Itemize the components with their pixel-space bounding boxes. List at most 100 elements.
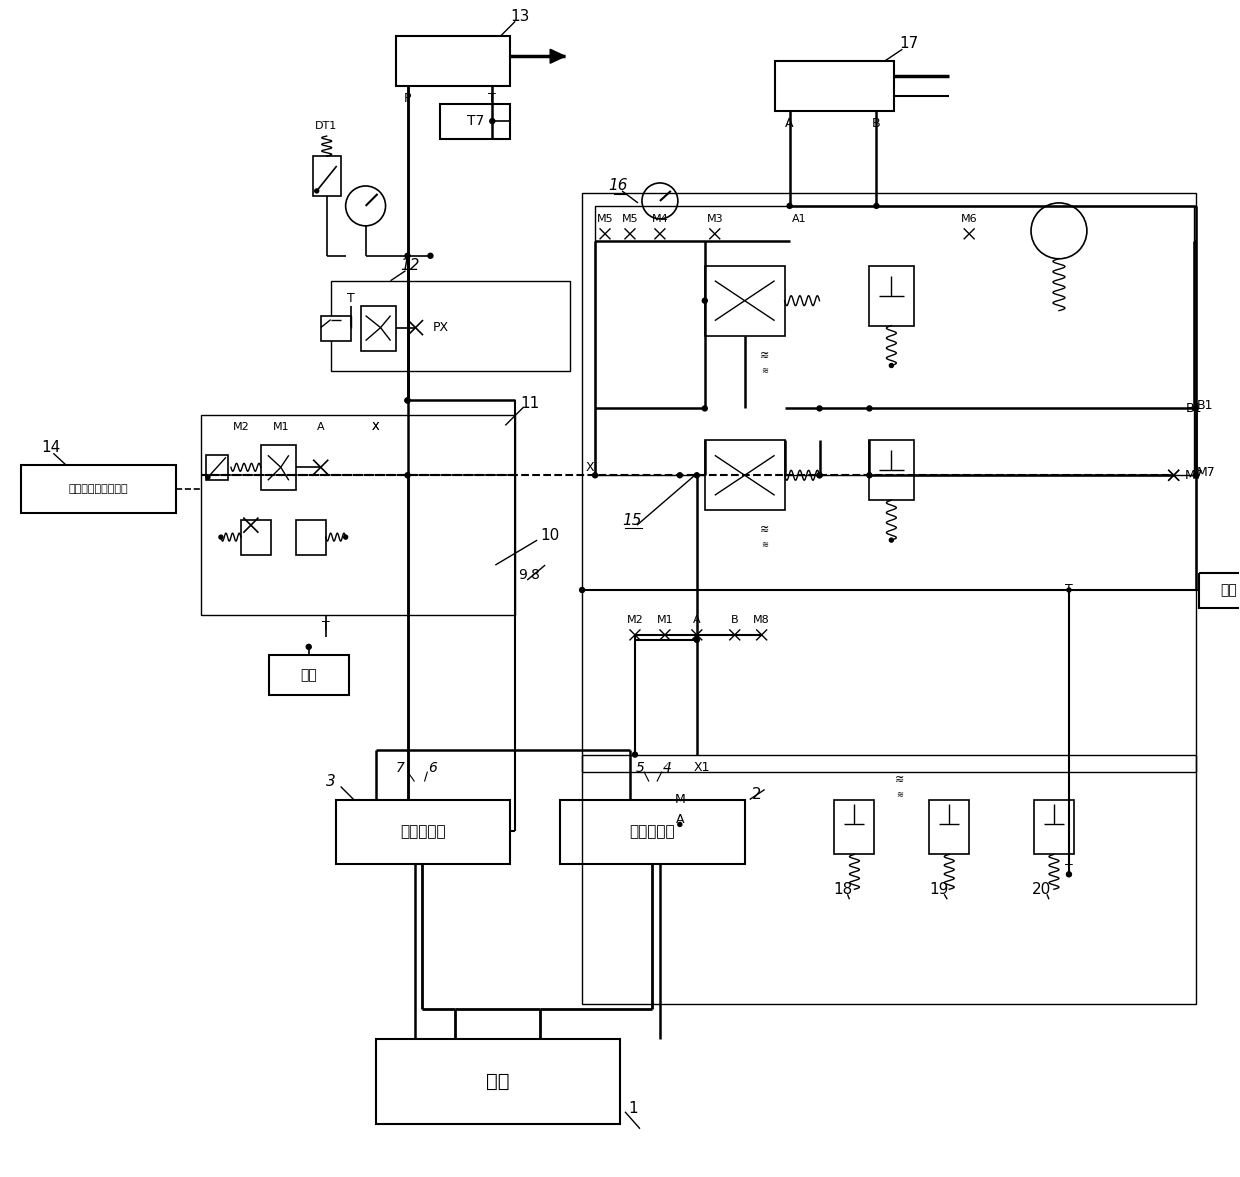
Circle shape [1066, 872, 1071, 877]
Text: 19: 19 [930, 882, 949, 897]
Circle shape [817, 473, 822, 478]
Text: M6: M6 [961, 214, 977, 224]
Circle shape [867, 406, 872, 411]
Bar [440, 104, 510, 139]
Text: A1: A1 [792, 214, 807, 224]
Text: X1: X1 [693, 762, 711, 774]
Text: 进给换向阀: 进给换向阀 [630, 824, 676, 839]
Circle shape [405, 398, 410, 403]
Text: 14: 14 [42, 440, 61, 454]
Bar [1034, 799, 1074, 855]
Text: 1: 1 [627, 1102, 637, 1116]
Text: X: X [372, 423, 379, 432]
Bar [21, 465, 176, 513]
Bar [582, 193, 1195, 772]
Text: 7: 7 [396, 760, 405, 774]
Text: 4: 4 [662, 760, 671, 774]
Circle shape [874, 204, 879, 208]
Bar [869, 440, 914, 500]
Text: M7: M7 [1197, 466, 1215, 479]
Text: ≋: ≋ [760, 525, 769, 536]
Text: P: P [404, 92, 412, 105]
Circle shape [428, 253, 433, 258]
Text: X: X [585, 460, 594, 474]
Text: M8: M8 [753, 614, 770, 625]
Text: 10: 10 [541, 527, 559, 543]
Text: 5: 5 [636, 760, 645, 774]
Bar [361, 306, 396, 351]
Text: T: T [322, 620, 330, 633]
Text: 15: 15 [622, 513, 642, 527]
Text: 12: 12 [401, 258, 420, 273]
Text: ≋: ≋ [894, 774, 904, 785]
Circle shape [678, 823, 682, 826]
Circle shape [490, 119, 495, 124]
Text: 18: 18 [833, 882, 852, 897]
Bar [396, 36, 510, 86]
Bar [321, 315, 351, 340]
Text: 冲击换向阀: 冲击换向阀 [401, 824, 445, 839]
Circle shape [405, 473, 410, 478]
Circle shape [206, 476, 210, 479]
Circle shape [593, 473, 598, 478]
Text: A: A [676, 813, 684, 826]
Text: 泵站: 泵站 [486, 1072, 510, 1091]
Text: T: T [1065, 584, 1073, 597]
Text: A: A [317, 423, 325, 432]
Bar [201, 415, 516, 614]
Text: ≋: ≋ [895, 790, 903, 799]
Text: B: B [872, 117, 880, 129]
Circle shape [889, 538, 893, 543]
Text: ≋: ≋ [760, 351, 769, 360]
Bar [869, 266, 914, 326]
Bar [336, 799, 510, 864]
Text: M1: M1 [657, 614, 673, 625]
Text: ≋: ≋ [761, 540, 768, 550]
Text: B: B [730, 614, 739, 625]
Circle shape [889, 364, 893, 367]
Circle shape [315, 189, 319, 193]
Text: T: T [347, 292, 355, 305]
Text: DT1: DT1 [315, 121, 337, 131]
Text: 13: 13 [511, 9, 529, 24]
Bar [241, 520, 270, 556]
Bar [704, 266, 785, 335]
Text: X: X [372, 423, 379, 432]
Bar [331, 281, 570, 371]
Bar [296, 520, 326, 556]
Circle shape [702, 406, 707, 411]
Text: 接齿岩机旋转进油管: 接齿岩机旋转进油管 [69, 484, 129, 494]
Text: B1: B1 [1185, 401, 1202, 415]
Circle shape [405, 253, 410, 258]
Bar [560, 799, 745, 864]
Text: 20: 20 [1032, 882, 1050, 897]
Circle shape [579, 587, 584, 592]
Text: M5: M5 [621, 214, 639, 224]
Text: T7: T7 [466, 114, 484, 128]
Circle shape [702, 298, 707, 304]
Bar [376, 1039, 620, 1124]
Circle shape [219, 536, 223, 539]
Bar [582, 754, 1195, 1004]
Text: M2: M2 [233, 423, 249, 432]
Circle shape [694, 638, 699, 643]
Circle shape [306, 644, 311, 650]
Circle shape [677, 473, 682, 478]
Circle shape [1066, 588, 1071, 592]
Circle shape [405, 398, 410, 403]
Circle shape [867, 473, 872, 478]
Polygon shape [551, 49, 565, 64]
Text: M: M [675, 793, 686, 806]
Text: 油箱: 油箱 [300, 667, 317, 681]
Text: T: T [489, 92, 496, 105]
Circle shape [817, 406, 822, 411]
Text: M5: M5 [596, 214, 614, 224]
Text: A: A [785, 117, 794, 129]
Bar [206, 455, 228, 480]
Text: M2: M2 [626, 614, 644, 625]
Circle shape [632, 752, 637, 757]
Text: PX: PX [433, 321, 449, 334]
Text: 3: 3 [326, 774, 336, 789]
Text: 油箱: 油箱 [1220, 584, 1238, 598]
Text: 8: 8 [531, 568, 541, 583]
